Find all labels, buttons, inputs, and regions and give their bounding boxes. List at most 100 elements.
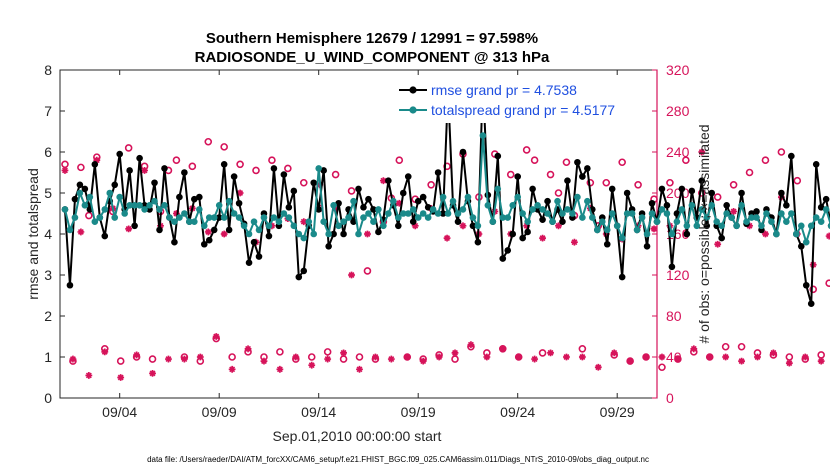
obs-assimilated-point	[260, 357, 268, 365]
legend-rmse-marker	[409, 86, 417, 94]
rmse-point	[788, 152, 795, 160]
rmse-point	[395, 222, 402, 230]
rmse-point	[812, 161, 820, 168]
obs-possible-point	[538, 349, 547, 357]
totalspread-point	[350, 197, 357, 205]
obs-assimilated-point	[141, 167, 148, 174]
rmse-point	[335, 199, 342, 207]
obs-assimilated-point	[395, 199, 403, 207]
totalspread-point	[608, 210, 616, 217]
totalspread-point	[61, 206, 69, 213]
rmse-point	[559, 218, 566, 225]
obs-possible-point	[530, 156, 539, 164]
totalspread-point	[380, 222, 387, 230]
totalspread-point	[574, 193, 581, 201]
totalspread-point	[598, 218, 606, 225]
y-right-tick-label: 200	[666, 185, 690, 201]
obs-assimilated-point	[785, 359, 793, 367]
totalspread-point	[584, 197, 591, 205]
legend: rmse grand pr = 4.7538 totalspread grand…	[396, 75, 651, 123]
obs-possible-point	[634, 181, 642, 189]
rmse-point	[340, 230, 347, 238]
totalspread-point	[409, 206, 417, 213]
rmse-point	[539, 216, 546, 223]
totalspread-point	[275, 218, 283, 225]
totalspread-point	[66, 226, 74, 234]
obs-possible-point	[427, 181, 435, 189]
totalspread-point	[713, 218, 720, 225]
rmse-point	[191, 195, 198, 203]
obs-assimilated-point	[292, 353, 300, 361]
obs-possible-point	[658, 363, 666, 372]
rmse-point	[315, 206, 323, 213]
obs-possible-point	[148, 355, 157, 363]
obs-assimilated-point	[173, 210, 180, 217]
rmse-point	[419, 193, 427, 201]
obs-assimilated-point	[754, 353, 761, 361]
rmse-point	[320, 167, 327, 174]
totalspread-point	[519, 210, 526, 217]
obs-possible-point	[793, 176, 802, 185]
totalspread-point	[86, 193, 94, 201]
totalspread-point	[643, 230, 651, 238]
totalspread-point	[698, 206, 706, 213]
rmse-point	[350, 218, 357, 225]
totalspread-point	[648, 210, 656, 217]
obs-assimilated-point	[610, 349, 618, 357]
totalspread-point	[395, 214, 402, 221]
totalspread-point	[136, 202, 143, 209]
totalspread-point	[603, 226, 611, 234]
totalspread-point	[340, 218, 347, 225]
totalspread-point	[370, 218, 377, 225]
totalspread-point	[76, 189, 84, 197]
totalspread-point	[171, 218, 178, 225]
totalspread-point	[718, 222, 725, 230]
rmse-point	[365, 195, 372, 203]
totalspread-point	[514, 193, 521, 201]
totalspread-point	[564, 206, 571, 213]
obs-assimilated-point	[133, 351, 141, 359]
rmse-point	[210, 226, 218, 234]
obs-assimilated-point	[594, 363, 602, 371]
legend-box	[396, 75, 651, 123]
obs-assimilated-point	[499, 345, 507, 353]
rmse-point	[454, 218, 462, 225]
obs-possible-point	[578, 344, 587, 353]
obs-assimilated-point	[825, 232, 830, 240]
totalspread-point	[504, 214, 512, 221]
rmse-point	[230, 173, 238, 180]
totalspread-point	[559, 210, 566, 217]
obs-assimilated-point	[220, 230, 228, 238]
totalspread-point	[345, 214, 352, 221]
obs-possible-point	[204, 137, 213, 146]
totalspread-point	[509, 202, 517, 209]
rmse-point	[200, 240, 208, 248]
rmse-point	[71, 195, 79, 203]
obs-assimilated-point	[523, 222, 531, 230]
rmse-point	[424, 204, 432, 211]
obs-assimilated-point	[650, 225, 658, 233]
x-axis-label: Sep.01,2010 00:00:00 start	[273, 428, 442, 444]
obs-possible-point	[252, 166, 260, 175]
rmse-point	[285, 204, 293, 211]
totalspread-point	[628, 210, 636, 217]
totalspread-point	[225, 197, 233, 205]
obs-assimilated-point	[578, 353, 586, 361]
y-left-tick-label: 8	[44, 62, 52, 78]
totalspread-point	[464, 193, 472, 201]
rmse-point	[205, 236, 213, 244]
obs-assimilated-point	[387, 355, 395, 363]
totalspread-point	[444, 210, 452, 217]
totalspread-point	[484, 202, 492, 209]
obs-assimilated-point	[690, 345, 698, 353]
rmse-point	[603, 240, 611, 248]
totalspread-point	[414, 214, 422, 221]
rmse-point	[439, 210, 447, 217]
obs-assimilated-point	[762, 230, 769, 238]
totalspread-point	[658, 206, 666, 213]
obs-possible-point	[124, 144, 133, 152]
rmse-point	[643, 243, 651, 250]
totalspread-point	[733, 222, 740, 230]
rmse-point	[688, 187, 696, 195]
totalspread-point	[778, 210, 785, 217]
